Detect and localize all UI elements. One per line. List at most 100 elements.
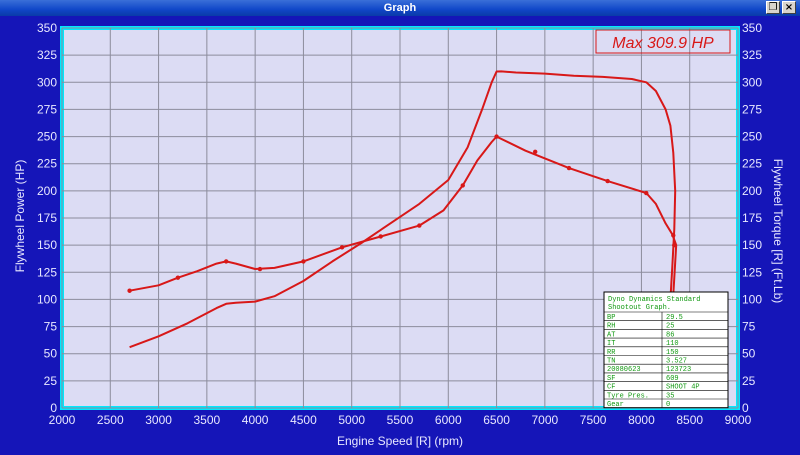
info-table-subtitle: Shootout Graph. [608, 304, 671, 312]
y2-tick-label: 250 [742, 130, 762, 144]
info-table-value: 110 [666, 340, 679, 348]
y2-tick-label: 325 [742, 48, 762, 62]
curve-point [378, 234, 383, 239]
y2-tick-label: 200 [742, 184, 762, 198]
x-tick-label: 7500 [580, 413, 607, 427]
x-tick-label: 8000 [628, 413, 655, 427]
y2-tick-label: 225 [742, 157, 762, 171]
info-table-value: 609 [666, 375, 679, 383]
info-table-value: SHOOT 4P [666, 384, 700, 392]
info-table-key: IT [607, 340, 615, 348]
y-tick-label: 325 [37, 48, 57, 62]
y2-axis-label: Flywheel Torque [R] (Ft.Lb) [771, 159, 785, 304]
x-tick-label: 5500 [387, 413, 414, 427]
y-tick-label: 250 [37, 130, 57, 144]
curve-point [301, 259, 306, 264]
info-table-key: CF [607, 384, 615, 392]
info-table-key: BP [607, 314, 615, 322]
y2-tick-label: 175 [742, 211, 762, 225]
restore-button[interactable]: ❐ [766, 1, 780, 14]
window-titlebar: Graph ❐ × [0, 0, 800, 16]
info-table-value: 29.5 [666, 314, 683, 322]
tick-labels: 2000 2500 3000 3500 4000 4500 5000 5500 6000 6500… [37, 21, 762, 427]
curve-markers [127, 134, 677, 293]
y-tick-label: 50 [44, 347, 58, 361]
info-table-key: Gear [607, 401, 624, 409]
curve-point [494, 134, 499, 139]
y-tick-label: 275 [37, 102, 57, 116]
info-table-value: 86 [666, 331, 674, 339]
chart-title: Max 309.9 HP [612, 35, 714, 52]
window-title: Graph [383, 2, 417, 14]
x-tick-label: 6000 [435, 413, 462, 427]
y-tick-label: 125 [37, 265, 57, 279]
info-table-value: 150 [666, 349, 679, 357]
x-tick-label: 2500 [97, 413, 124, 427]
y-tick-label: 25 [44, 374, 58, 388]
x-tick-label: 4500 [290, 413, 317, 427]
y2-tick-label: 0 [742, 401, 749, 415]
curve-point [127, 288, 132, 293]
curve-point [672, 242, 677, 248]
y2-tick-label: 275 [742, 102, 762, 116]
y2-tick-label: 25 [742, 374, 756, 388]
curve-point [223, 259, 229, 264]
x-tick-label: 3000 [145, 413, 172, 427]
curve-point [671, 233, 676, 238]
y2-tick-label: 125 [742, 265, 762, 279]
info-table-value: 3.527 [666, 358, 687, 366]
y2-tick-label: 350 [742, 21, 762, 35]
curve-point [533, 149, 538, 154]
y2-tick-label: 100 [742, 292, 762, 306]
x-axis-label: Engine Speed [R] (rpm) [337, 434, 463, 448]
info-table-value: 35 [666, 392, 674, 400]
x-tick-label: 7000 [532, 413, 559, 427]
info-table-value: 0 [666, 401, 670, 409]
y2-tick-label: 150 [742, 238, 762, 252]
info-table-title: Dyno Dynamics Standard [608, 296, 700, 304]
curve-point [417, 223, 422, 228]
curve-point [257, 266, 263, 272]
info-table-key: 20080623 [607, 366, 641, 374]
info-table-value: 25 [666, 323, 674, 331]
y-tick-label: 350 [37, 21, 57, 35]
info-table-key: AT [607, 331, 615, 339]
close-button[interactable]: × [782, 1, 796, 14]
y-axis-label: Flywheel Power (HP) [13, 160, 27, 273]
x-tick-label: 4000 [242, 413, 269, 427]
y-tick-label: 150 [37, 238, 57, 252]
y-tick-label: 200 [37, 184, 57, 198]
curve-point [566, 165, 572, 171]
x-tick-label: 2000 [49, 413, 76, 427]
curve-point [460, 183, 465, 188]
info-table-frame [603, 291, 729, 409]
info-table-value: 123723 [666, 366, 691, 374]
info-table-key: RR [607, 349, 616, 357]
y-tick-label: 0 [50, 401, 57, 415]
y2-tick-label: 75 [742, 320, 756, 334]
curve-point [339, 245, 345, 250]
info-table-key: SF [607, 375, 615, 383]
dyno-chart: 2000 2500 3000 3500 4000 4500 5000 5500 6000 6500… [13, 21, 785, 448]
y2-tick-label: 300 [742, 75, 762, 89]
x-tick-label: 5000 [338, 413, 365, 427]
info-table-key: Tyre Pres. [607, 392, 649, 400]
x-tick-label: 3500 [194, 413, 221, 427]
power-curve [129, 70, 677, 409]
x-tick-label: 8500 [676, 413, 703, 427]
y-tick-label: 75 [44, 320, 58, 334]
x-tick-label: 6500 [483, 413, 510, 427]
y-tick-label: 300 [37, 75, 57, 89]
y2-tick-label: 50 [742, 347, 756, 361]
y-tick-label: 100 [37, 292, 57, 306]
y-tick-label: 225 [37, 157, 57, 171]
curve-point [605, 178, 610, 184]
info-table-key: TN [607, 358, 615, 366]
x-tick-label: 9000 [725, 413, 752, 427]
grid [61, 27, 739, 409]
chart-title-box: Max 309.9 HP [595, 29, 731, 54]
info-table-key: RH [607, 323, 615, 331]
curve-point [175, 275, 181, 280]
y-tick-label: 175 [37, 211, 57, 225]
